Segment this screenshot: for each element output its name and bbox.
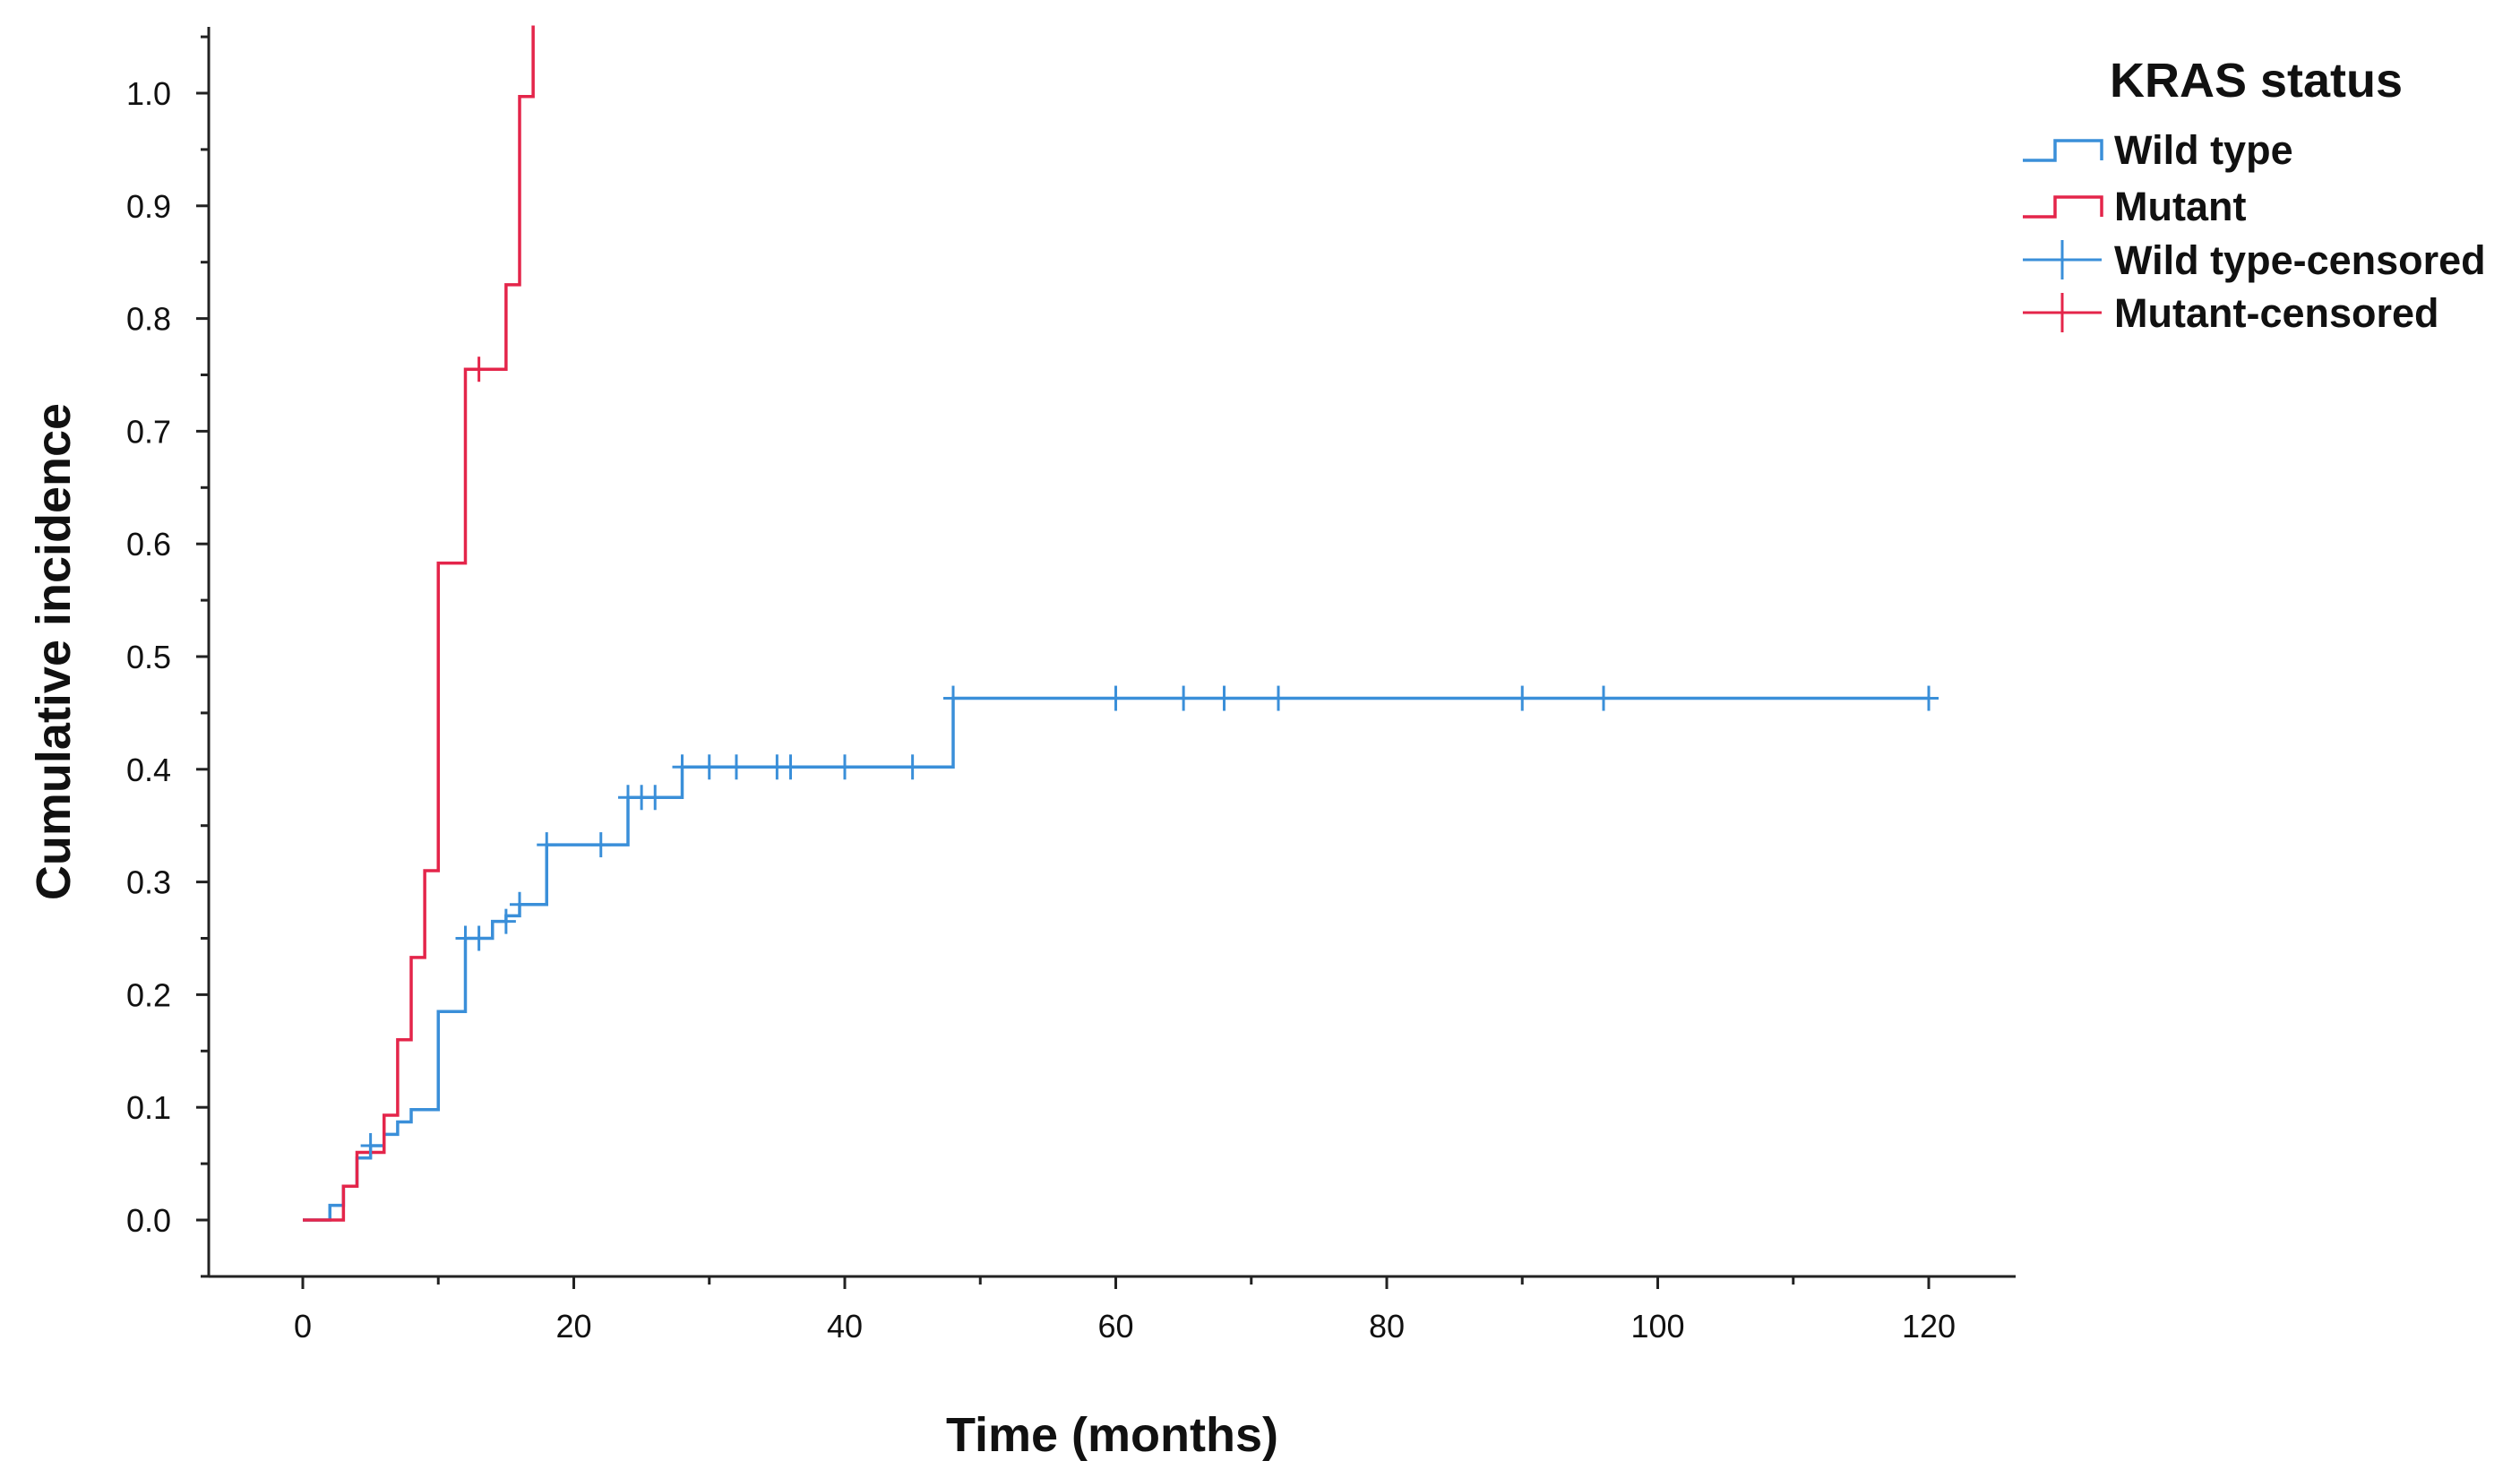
censor-mark-wild-type-censored xyxy=(495,908,516,934)
x-axis-title: Time (months) xyxy=(946,1408,1278,1462)
y-tick-label: 0.0 xyxy=(126,1202,171,1239)
y-tick-label: 0.6 xyxy=(126,526,171,563)
legend-key xyxy=(2023,240,2102,279)
censor-mark-wild-type-censored xyxy=(943,685,963,711)
censor-mark-wild-type-censored xyxy=(672,754,692,780)
legend-label: Wild type xyxy=(2114,127,2293,173)
y-tick-label: 0.1 xyxy=(126,1089,171,1126)
y-axis-title: Cumulative incidence xyxy=(27,403,81,900)
x-tick-label: 40 xyxy=(827,1308,863,1345)
censor-mark-wild-type-censored xyxy=(835,754,855,780)
x-axis-ticks: 0 20 40 60 80 100 120 xyxy=(294,1276,1956,1345)
series-line-wild-type xyxy=(303,696,1929,1222)
censor-mark-wild-type-censored xyxy=(645,785,666,811)
y-tick-label: 0.4 xyxy=(126,752,171,788)
x-tick-label: 120 xyxy=(1902,1308,1956,1345)
censor-mark-wild-type-censored xyxy=(1919,685,1939,711)
x-tick-label: 60 xyxy=(1097,1308,1133,1345)
legend-key xyxy=(2023,195,2103,219)
axes xyxy=(207,27,2016,1278)
censor-mark-wild-type-censored xyxy=(902,754,923,780)
plot-area xyxy=(303,25,1939,1222)
censor-mark-wild-type-censored xyxy=(1174,685,1194,711)
censor-mark-wild-type-censored xyxy=(590,832,611,858)
legend-label: Wild type-censored xyxy=(2114,237,2486,283)
legend-key xyxy=(2023,293,2102,332)
censor-mark-wild-type-censored xyxy=(1214,685,1234,711)
censor-mark-wild-type-censored xyxy=(699,754,719,780)
y-tick-label: 0.9 xyxy=(126,188,171,225)
y-axis-ticks: 0.0 0.1 0.2 0.3 0.4 0.5 0.6 0.7 0.8 0.9 1.0 xyxy=(126,35,209,1278)
censor-mark-wild-type-censored xyxy=(1105,685,1126,711)
x-tick-label: 80 xyxy=(1369,1308,1405,1345)
censor-mark-wild-type-censored xyxy=(510,891,529,917)
censor-mark-wild-type-censored xyxy=(780,754,801,780)
censor-mark-wild-type-censored xyxy=(727,754,746,780)
legend-title: KRAS status xyxy=(2110,54,2403,107)
y-tick-label: 0.5 xyxy=(126,639,171,675)
legend: KRAS status Wild type Mutant Wild type-cen… xyxy=(2023,54,2486,336)
series-line-mutant xyxy=(303,25,535,1222)
legend-label: Mutant-censored xyxy=(2114,290,2439,336)
censor-mark-wild-type-censored xyxy=(360,1132,381,1158)
censor-mark-wild-type-censored xyxy=(1512,685,1533,711)
censor-mark-wild-type-censored xyxy=(1269,685,1288,711)
y-tick-label: 0.2 xyxy=(126,976,171,1013)
censor-mark-wild-type-censored xyxy=(469,925,489,951)
censor-mark-wild-type-censored xyxy=(537,832,557,858)
y-tick-label: 0.3 xyxy=(126,864,171,901)
y-tick-label: 1.0 xyxy=(126,75,171,112)
y-tick-label: 0.7 xyxy=(126,413,171,450)
x-tick-label: 0 xyxy=(294,1308,312,1345)
censor-mark-mutant-censored xyxy=(469,357,489,382)
y-tick-label: 0.8 xyxy=(126,301,171,338)
legend-key xyxy=(2023,139,2103,162)
censor-mark-wild-type-censored xyxy=(1594,685,1613,711)
x-tick-label: 20 xyxy=(555,1308,591,1345)
x-tick-label: 100 xyxy=(1630,1308,1684,1345)
legend-label: Mutant xyxy=(2114,184,2246,229)
